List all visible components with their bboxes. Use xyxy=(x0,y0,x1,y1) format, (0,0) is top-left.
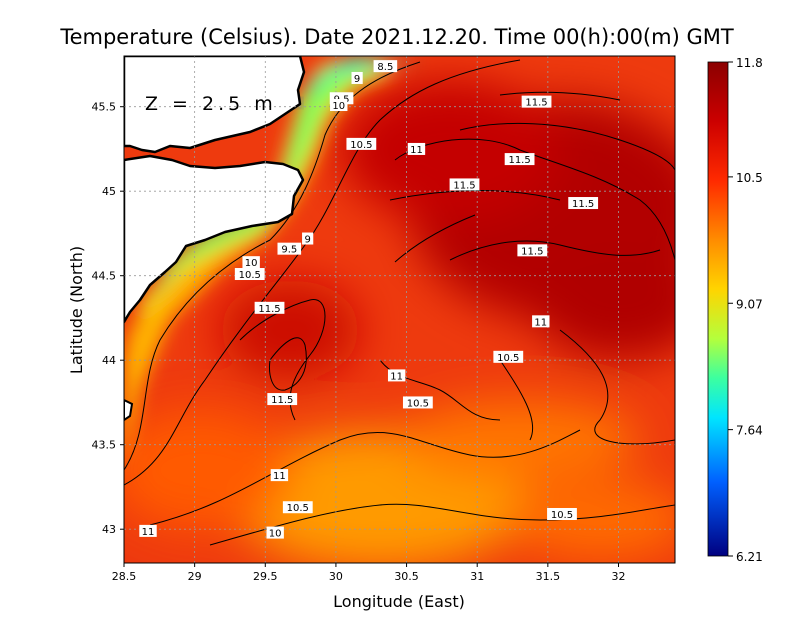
contour-label: 10.5 xyxy=(234,268,265,281)
contour-label: 11 xyxy=(532,315,550,328)
contour-label-text: 10.5 xyxy=(350,140,372,151)
y-tick-label: 45 xyxy=(102,185,116,198)
contour-label-text: 10 xyxy=(332,101,345,112)
contour-label: 11 xyxy=(407,142,426,156)
y-axis-ticks: 43 43.5 44 44.5 45 45.5 xyxy=(92,101,124,536)
contour-label-text: 11 xyxy=(410,145,423,156)
depth-label: Z = 2.5 m xyxy=(145,93,277,115)
y-tick-label: 45.5 xyxy=(92,101,117,114)
temperature-field xyxy=(124,56,675,563)
x-tick-label: 28.5 xyxy=(112,570,137,583)
land-crimea-coast xyxy=(124,154,305,324)
contour-label: 10.5 xyxy=(346,137,377,151)
contour-label-text: 11.5 xyxy=(572,199,594,210)
contour-label: 11.5 xyxy=(517,244,548,257)
contour-label: 11.5 xyxy=(267,393,298,406)
contour-label-text: 9 xyxy=(354,74,360,85)
land-south-west xyxy=(124,398,134,422)
x-tick-label: 31 xyxy=(470,570,484,583)
contour-label: 9 xyxy=(351,71,363,85)
contour-label-text: 11.5 xyxy=(271,395,293,406)
contour-label: 9.5 xyxy=(277,242,302,256)
contour-label-text: 10.5 xyxy=(287,503,309,514)
colorbar xyxy=(707,61,729,557)
x-tick-label: 29 xyxy=(188,570,202,583)
contour-label: 10.5 xyxy=(402,396,433,409)
contour-label-text: 10 xyxy=(245,258,258,269)
colorbar-tick-label: 6.21 xyxy=(736,550,763,564)
contour-label: 10 xyxy=(266,526,284,540)
contour-label: 10.5 xyxy=(282,501,313,514)
contour-label-text: 11 xyxy=(273,471,286,482)
contour-label-text: 11.5 xyxy=(258,304,280,315)
gridlines xyxy=(124,56,675,563)
contour-label: 11 xyxy=(270,469,289,482)
contour-label-text: 11.5 xyxy=(508,155,530,166)
contour-labels: 8.599.51010.51111.511.511.511.599.51010.… xyxy=(139,60,599,540)
colorbar-tick-label: 11.8 xyxy=(736,56,763,70)
contour-label-text: 9.5 xyxy=(281,245,297,256)
y-tick-label: 43.5 xyxy=(92,439,117,452)
x-tick-label: 30.5 xyxy=(394,570,419,583)
contour-label: 10 xyxy=(242,256,260,269)
contour-label-text: 10 xyxy=(269,529,282,540)
contour-label: 10.5 xyxy=(493,350,524,364)
contour-label-text: 11 xyxy=(534,317,547,328)
x-tick-label: 30 xyxy=(329,570,343,583)
y-axis-title: Latitude (North) xyxy=(67,246,86,374)
contour-label: 11.5 xyxy=(254,301,285,315)
contour-label-text: 11.5 xyxy=(453,180,475,191)
colorbar-tick-label: 7.64 xyxy=(736,424,763,438)
contour-label: 11.5 xyxy=(521,95,552,109)
contour-label: 11 xyxy=(139,524,157,538)
contour-label-text: 9 xyxy=(304,235,310,246)
contour-label: 11.5 xyxy=(504,153,535,166)
x-tick-label: 32 xyxy=(611,570,625,583)
contour-label: 8.5 xyxy=(373,60,398,73)
contour-label-text: 11.5 xyxy=(525,98,547,109)
contour-label: 11.5 xyxy=(568,197,599,210)
y-tick-label: 44 xyxy=(102,354,116,367)
x-tick-label: 31.5 xyxy=(536,570,561,583)
contour-label-text: 10.5 xyxy=(239,270,261,281)
x-tick-label: 29.5 xyxy=(253,570,278,583)
contour-label-text: 10.5 xyxy=(497,353,519,364)
contour-label: 10 xyxy=(330,99,348,112)
contour-label: 10.5 xyxy=(547,507,577,521)
land-north xyxy=(124,56,306,154)
contour-label-text: 11.5 xyxy=(521,246,543,257)
contour-lines xyxy=(124,59,675,546)
colorbar-tick-label: 10.5 xyxy=(736,171,763,185)
contour-label-text: 10.5 xyxy=(551,510,573,521)
y-tick-label: 44.5 xyxy=(92,270,117,283)
contour-label: 11.5 xyxy=(449,178,480,191)
y-tick-label: 43 xyxy=(102,523,116,536)
x-axis-ticks: 28.5 29 29.5 30 30.5 31 31.5 32 xyxy=(112,563,625,583)
contour-label-text: 10.5 xyxy=(407,398,429,409)
contour-label: 9 xyxy=(302,232,314,246)
contour-label: 11 xyxy=(387,369,406,382)
plot-frame xyxy=(123,55,676,564)
x-axis-title: Longitude (East) xyxy=(333,592,465,611)
colorbar-ticks: 11.8 10.5 9.07 7.64 6.21 xyxy=(728,56,763,564)
colorbar-tick-label: 9.07 xyxy=(736,297,763,311)
contour-label-text: 8.5 xyxy=(377,62,393,73)
contour-label-text: 11 xyxy=(142,527,155,538)
chart-title: Temperature (Celsius). Date 2021.12.20. … xyxy=(59,25,734,49)
contour-label-text: 11 xyxy=(390,371,403,382)
